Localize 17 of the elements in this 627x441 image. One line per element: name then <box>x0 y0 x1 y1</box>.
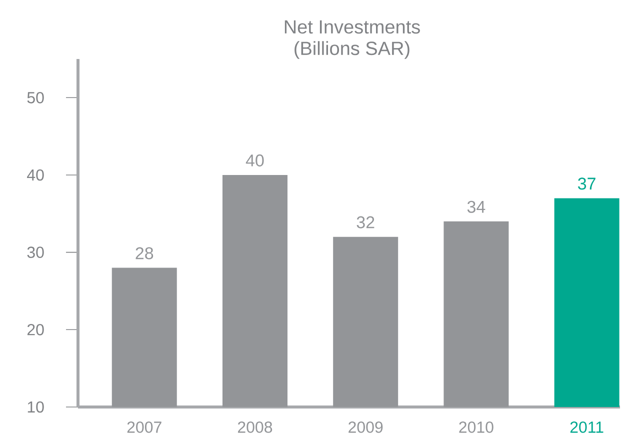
chart-subtitle: (Billions SAR) <box>294 41 410 59</box>
x-tick-label: 2007 <box>127 422 162 433</box>
x-tick-label: 2008 <box>238 422 272 433</box>
x-tick-label: 2009 <box>348 422 383 433</box>
data-label: 28 <box>136 247 154 260</box>
data-label: 40 <box>246 154 264 166</box>
y-tick-label: 50 <box>27 92 44 104</box>
y-tick-label: 40 <box>27 169 44 181</box>
y-tick-label: 10 <box>28 401 44 413</box>
y-tick-label: 20 <box>27 324 44 336</box>
chart-title: Net Investments <box>284 20 420 34</box>
y-tick-label: 30 <box>27 246 44 258</box>
data-label: 37 <box>578 178 596 190</box>
data-label: 34 <box>467 200 486 213</box>
data-label: 32 <box>356 216 374 228</box>
x-tick-label: 2011 <box>570 422 604 433</box>
x-tick-label: 2010 <box>459 422 494 433</box>
